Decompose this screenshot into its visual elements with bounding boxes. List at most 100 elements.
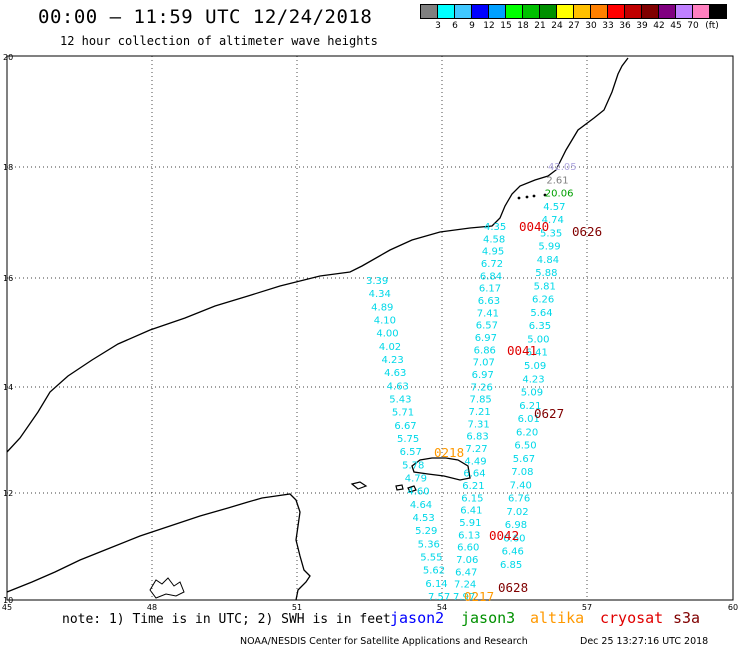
wave-height-value: 6.41 bbox=[526, 348, 548, 359]
wave-height-value: 4.02 bbox=[379, 342, 401, 353]
wave-height-value: 6.14 bbox=[425, 579, 447, 590]
legend-label: 18 bbox=[517, 21, 529, 31]
wave-height-value: 5.99 bbox=[538, 242, 560, 253]
wave-height-value: 6.46 bbox=[502, 547, 524, 558]
legend-label: 42 bbox=[653, 21, 665, 31]
wave-height-value: 6.21 bbox=[519, 401, 541, 412]
wave-height-value: 4.79 bbox=[405, 474, 427, 485]
coastline-africa bbox=[6, 493, 311, 601]
wave-height-value: 6.86 bbox=[474, 345, 496, 356]
wave-height-value: 4.23 bbox=[522, 374, 544, 385]
wave-height-value: 5.64 bbox=[530, 308, 552, 319]
wave-height-value: 4.60 bbox=[407, 487, 429, 498]
wave-height-value: 6.64 bbox=[463, 469, 485, 480]
color-legend-labels: 3 6 9 12 15 18 21 24 27 30 33 36 39 42 45 70 (ft) bbox=[420, 21, 740, 33]
wave-height-value: 6.60 bbox=[503, 533, 525, 544]
wave-height-value: 4.95 bbox=[482, 247, 504, 258]
wave-height-value: 6.85 bbox=[500, 560, 522, 571]
map-frame bbox=[6, 55, 734, 601]
wave-height-value: 4.63 bbox=[384, 368, 406, 379]
wave-height-value: 6.67 bbox=[394, 421, 416, 432]
wave-height-value: 6.76 bbox=[508, 494, 530, 505]
wave-height-value: 7.40 bbox=[510, 480, 532, 491]
map-title: 00:00 – 11:59 UTC 12/24/2018 bbox=[38, 6, 373, 28]
legend-label: 27 bbox=[568, 21, 580, 31]
wave-height-value: 5.29 bbox=[415, 526, 437, 537]
lon-tick-label: 54 bbox=[437, 603, 447, 612]
wave-height-value: 4.84 bbox=[537, 255, 559, 266]
wave-height-value: 4.35 bbox=[484, 222, 506, 233]
pass-time-label: 0628 bbox=[498, 580, 528, 595]
color-legend bbox=[420, 4, 727, 19]
pass-time-label: 0626 bbox=[572, 224, 602, 239]
wave-height-value: 6.26 bbox=[532, 295, 554, 306]
pass-time-label: 0217 bbox=[464, 589, 494, 604]
wave-height-value: 5.62 bbox=[423, 566, 445, 577]
wave-height-value: 7.21 bbox=[469, 407, 491, 418]
lat-tick-label: 16 bbox=[3, 274, 13, 283]
wave-height-value: 42.05 bbox=[548, 162, 577, 173]
wave-height-value: 6.72 bbox=[481, 259, 503, 270]
track-c-observations: 42.05 2.61 20.06 4.57 4.74 5.35 5.99 4.84 5.88 5.… bbox=[500, 162, 577, 571]
wave-height-value: 5.81 bbox=[534, 281, 556, 292]
generated-timestamp: Dec 25 13:27:16 UTC 2018 bbox=[580, 636, 709, 647]
legend-label: 45 bbox=[670, 21, 682, 31]
lat-tick-label: 20 bbox=[3, 53, 13, 62]
wave-height-value: 6.60 bbox=[457, 543, 479, 554]
wave-height-value: 6.57 bbox=[476, 321, 498, 332]
legend-label: 9 bbox=[469, 21, 475, 31]
wave-height-value: 5.55 bbox=[420, 553, 442, 564]
wave-height-value: 6.21 bbox=[462, 481, 484, 492]
wave-height-value: 7.57 bbox=[428, 592, 450, 603]
wave-height-value: 7.07 bbox=[473, 358, 495, 369]
legend-label: 12 bbox=[483, 21, 495, 31]
axis-tick-labels: 45 48 51 54 57 60 20 18 16 14 12 10 bbox=[2, 53, 738, 612]
wave-height-value: 5.09 bbox=[524, 361, 546, 372]
wave-height-value: 4.74 bbox=[542, 215, 564, 226]
wave-height-value: 6.57 bbox=[400, 447, 422, 458]
lon-tick-label: 57 bbox=[582, 603, 592, 612]
lat-tick-label: 14 bbox=[3, 383, 13, 392]
wave-height-value: 6.47 bbox=[455, 567, 477, 578]
wave-height-value: 7.27 bbox=[465, 444, 487, 455]
darsah-island bbox=[395, 484, 417, 493]
legend-label: 33 bbox=[602, 21, 614, 31]
legend-unit: (ft) bbox=[705, 21, 719, 31]
wave-height-value: 5.43 bbox=[389, 395, 411, 406]
legend-jason3: jason3 bbox=[461, 609, 516, 627]
legend-swatch bbox=[709, 4, 727, 19]
wave-height-value: 5.35 bbox=[540, 228, 562, 239]
lat-tick-label: 18 bbox=[3, 163, 13, 172]
legend-label: 21 bbox=[534, 21, 546, 31]
wave-height-value: 6.98 bbox=[505, 520, 527, 531]
socotra-island bbox=[411, 457, 471, 481]
wave-height-value: 5.91 bbox=[459, 518, 481, 529]
coast-fragment bbox=[149, 577, 185, 599]
wave-height-value: 7.24 bbox=[454, 580, 476, 591]
lon-tick-label: 48 bbox=[147, 603, 157, 612]
wave-height-value: 6.15 bbox=[461, 493, 483, 504]
legend-s3a: s3a bbox=[673, 609, 701, 627]
wave-height-value: 6.35 bbox=[529, 321, 551, 332]
wave-height-value: 6.97 bbox=[475, 333, 497, 344]
pass-time-label: 0218 bbox=[434, 445, 464, 460]
wave-height-value: 5.36 bbox=[418, 539, 440, 550]
graticule bbox=[7, 56, 733, 600]
wave-height-value: 2.61 bbox=[546, 175, 568, 186]
legend-label: 3 bbox=[435, 21, 441, 31]
wave-height-value: 3.39 bbox=[366, 276, 388, 287]
wave-height-value: 5.09 bbox=[521, 388, 543, 399]
wave-height-value: 4.53 bbox=[413, 513, 435, 524]
wave-height-value: 6.83 bbox=[466, 432, 488, 443]
map-subtitle: 12 hour collection of altimeter wave hei… bbox=[60, 34, 378, 48]
lat-tick-label: 10 bbox=[3, 596, 13, 605]
wave-height-value: 4.63 bbox=[387, 381, 409, 392]
wave-height-value: 6.20 bbox=[516, 427, 538, 438]
wave-height-value: 7.31 bbox=[467, 419, 489, 430]
wave-height-value: 7.26 bbox=[471, 382, 493, 393]
wave-height-value: 5.00 bbox=[527, 334, 549, 345]
legend-altika: altika bbox=[530, 609, 585, 627]
wave-height-value: 5.75 bbox=[397, 434, 419, 445]
wave-height-value: 5.78 bbox=[402, 460, 424, 471]
